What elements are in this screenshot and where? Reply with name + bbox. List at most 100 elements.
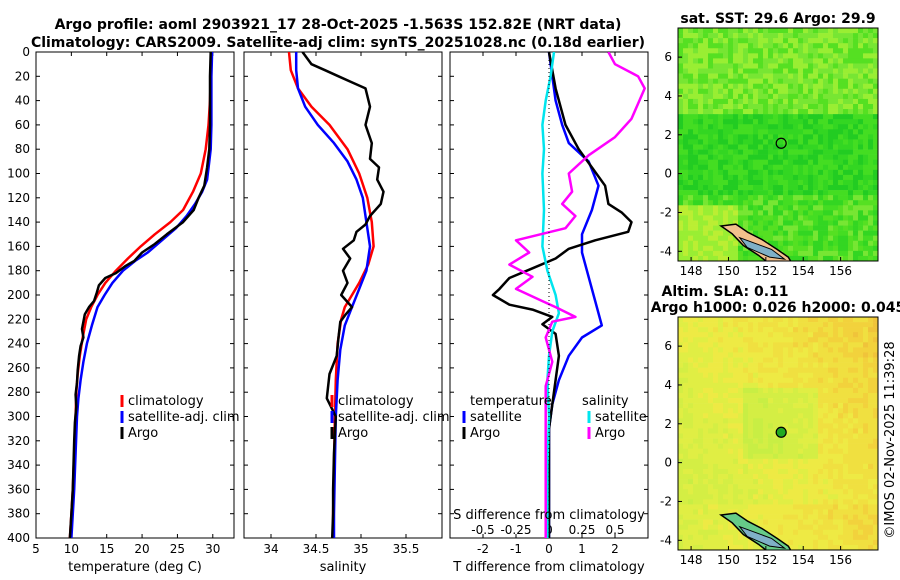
map-cell (778, 159, 784, 166)
map-cell (718, 144, 724, 150)
map-cell (858, 367, 864, 374)
map-cell (803, 484, 809, 490)
map-cell (838, 210, 844, 216)
map-cell (803, 159, 809, 166)
map-cell (728, 63, 734, 69)
map-cell (848, 544, 854, 550)
map-cell (768, 453, 774, 460)
map-cell (798, 494, 804, 500)
map-cell (713, 230, 719, 236)
map-cell (873, 403, 878, 409)
map-cell (798, 68, 804, 74)
map-cell (778, 200, 784, 206)
map-cell (688, 83, 694, 90)
map-cell (708, 169, 714, 176)
map-cell (738, 169, 744, 176)
map-cell (868, 433, 874, 439)
map-cell (823, 453, 829, 460)
map-cell (748, 255, 754, 261)
map-cell (778, 103, 784, 110)
map-cell (693, 205, 699, 211)
map-cell (853, 327, 859, 333)
map-cell (848, 453, 854, 460)
map-cell (788, 230, 794, 236)
map-cell (748, 372, 754, 379)
map-cell (718, 438, 724, 444)
map-cell (713, 190, 719, 196)
map-cell (718, 474, 724, 480)
map-cell (818, 539, 824, 546)
map-cell (818, 387, 824, 394)
map-cell (758, 387, 764, 394)
map-cell (833, 317, 839, 323)
map-cell (788, 205, 794, 211)
map-cell (803, 327, 809, 333)
map-cell (833, 185, 839, 191)
map-cell (733, 539, 739, 546)
map-cell (703, 225, 709, 231)
map-cell (723, 468, 729, 475)
map-cell (798, 103, 804, 110)
map-cell (698, 144, 704, 150)
map-cell (798, 28, 804, 34)
map-cell (738, 103, 744, 110)
map-cell (833, 103, 839, 110)
map-cell (678, 519, 684, 525)
map-cell (763, 179, 769, 186)
map-cell (693, 514, 699, 520)
map-cell (703, 524, 709, 531)
map-cell (723, 372, 729, 379)
map-cell (868, 317, 874, 323)
map-cell (798, 403, 804, 409)
map-cell (733, 489, 739, 495)
map-cell (778, 210, 784, 216)
map-cell (733, 529, 739, 536)
map-cell (708, 63, 714, 69)
map-cell (698, 164, 704, 171)
map-cell (813, 408, 819, 414)
map-cell (683, 53, 689, 59)
map-cell (758, 134, 764, 140)
map-cell (848, 509, 854, 515)
map-cell (803, 474, 809, 480)
map-cell (848, 423, 854, 429)
map-cell (788, 73, 794, 79)
map-cell (693, 372, 699, 379)
map-cell (678, 28, 684, 34)
map-cell (793, 423, 799, 429)
map-cell (873, 367, 878, 374)
map-cell (698, 403, 704, 409)
map-cell (758, 98, 764, 105)
map-cell (843, 403, 849, 409)
map-cell (808, 382, 814, 389)
map-cell (793, 235, 799, 242)
map-cell (808, 377, 814, 384)
map-cell (783, 322, 789, 328)
map-cell (698, 337, 704, 343)
map-cell (838, 98, 844, 105)
map-cell (808, 352, 814, 358)
map-cell (828, 489, 834, 495)
map-cell (873, 179, 878, 186)
map-cell (808, 139, 814, 145)
map-cell (708, 159, 714, 166)
map-cell (858, 230, 864, 236)
map-cell (708, 53, 714, 59)
map-cell (848, 494, 854, 500)
map-cell (753, 83, 759, 90)
map-cell (808, 98, 814, 105)
map-cell (718, 367, 724, 374)
map-cell (683, 347, 689, 353)
map-cell (798, 458, 804, 465)
map-cell (813, 240, 819, 247)
map-cell (723, 494, 729, 500)
map-cell (703, 154, 709, 160)
map-xtick-label: 156 (829, 553, 852, 567)
map-cell (708, 484, 714, 490)
map-cell (753, 418, 759, 424)
map-cell (793, 403, 799, 409)
legend-climatology-label: climatology (338, 394, 414, 409)
map-cell (773, 357, 779, 363)
map-cell (773, 428, 779, 434)
map-cell (858, 124, 864, 130)
